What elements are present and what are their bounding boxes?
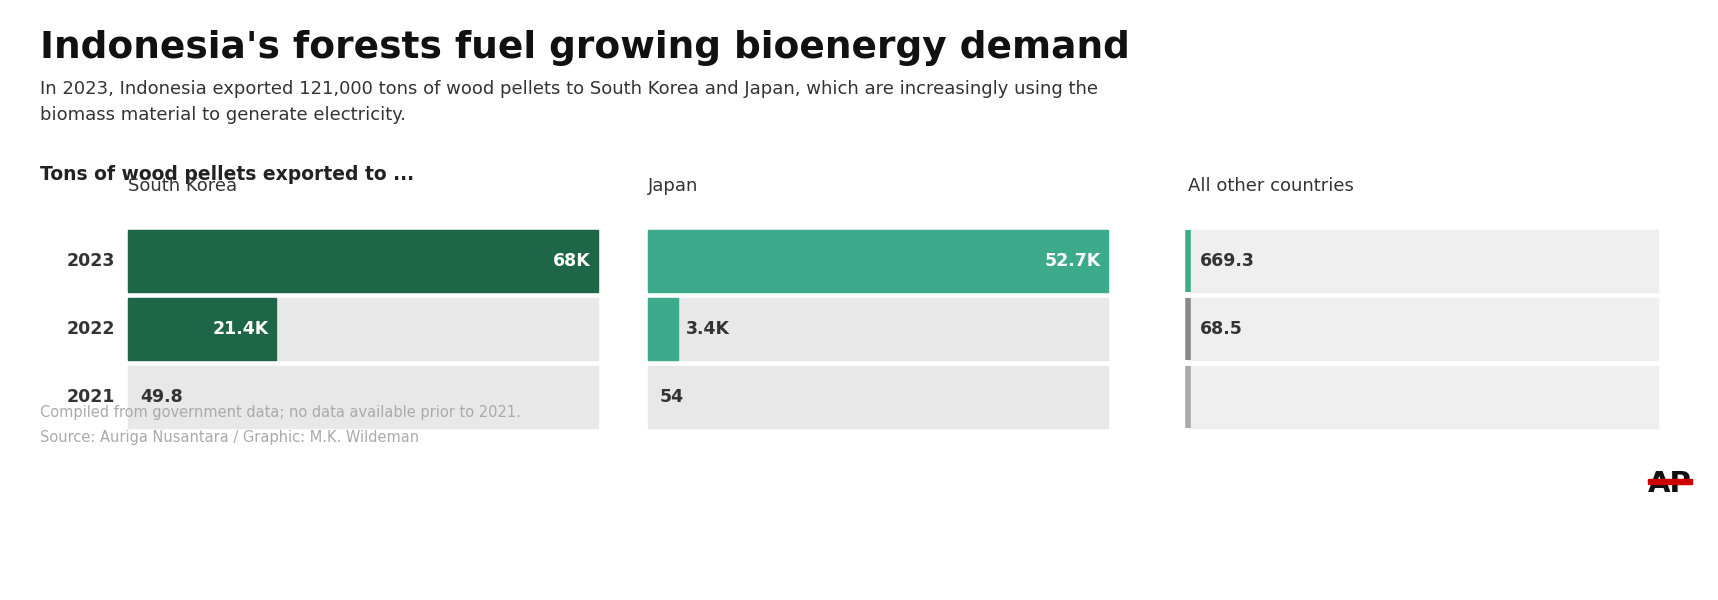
Text: Tons of wood pellets exported to ...: Tons of wood pellets exported to ... <box>40 165 414 184</box>
Text: 669.3: 669.3 <box>1199 252 1254 270</box>
Bar <box>648 298 677 360</box>
Text: 52.7K: 52.7K <box>1045 252 1101 270</box>
Bar <box>129 298 277 360</box>
Bar <box>1648 479 1692 484</box>
Text: 21.4K: 21.4K <box>213 320 270 338</box>
Text: 2021: 2021 <box>67 388 115 406</box>
Bar <box>648 230 1108 292</box>
Text: 68K: 68K <box>553 252 591 270</box>
Bar <box>648 298 1108 360</box>
Bar <box>129 298 598 360</box>
Text: In 2023, Indonesia exported 121,000 tons of wood pellets to South Korea and Japa: In 2023, Indonesia exported 121,000 tons… <box>40 80 1098 124</box>
Bar <box>1189 230 1658 292</box>
Bar <box>129 230 598 292</box>
Text: 54: 54 <box>660 388 684 406</box>
Bar <box>129 366 598 428</box>
Bar <box>1189 366 1658 428</box>
Text: 3.4K: 3.4K <box>685 320 730 338</box>
Text: All other countries: All other countries <box>1189 177 1354 195</box>
Bar <box>648 366 1108 428</box>
Text: 68.5: 68.5 <box>1199 320 1242 338</box>
Text: Compiled from government data; no data available prior to 2021.: Compiled from government data; no data a… <box>40 405 521 420</box>
Text: 2022: 2022 <box>67 320 115 338</box>
Text: Japan: Japan <box>648 177 699 195</box>
Text: AP: AP <box>1648 470 1692 498</box>
Bar <box>1189 298 1658 360</box>
Text: Source: Auriga Nusantara / Graphic: M.K. Wildeman: Source: Auriga Nusantara / Graphic: M.K.… <box>40 430 419 445</box>
Text: 49.8: 49.8 <box>139 388 182 406</box>
Bar <box>129 230 598 292</box>
Text: 2023: 2023 <box>67 252 115 270</box>
Text: Indonesia's forests fuel growing bioenergy demand: Indonesia's forests fuel growing bioener… <box>40 30 1130 66</box>
Text: South Korea: South Korea <box>129 177 237 195</box>
Bar <box>648 230 1108 292</box>
